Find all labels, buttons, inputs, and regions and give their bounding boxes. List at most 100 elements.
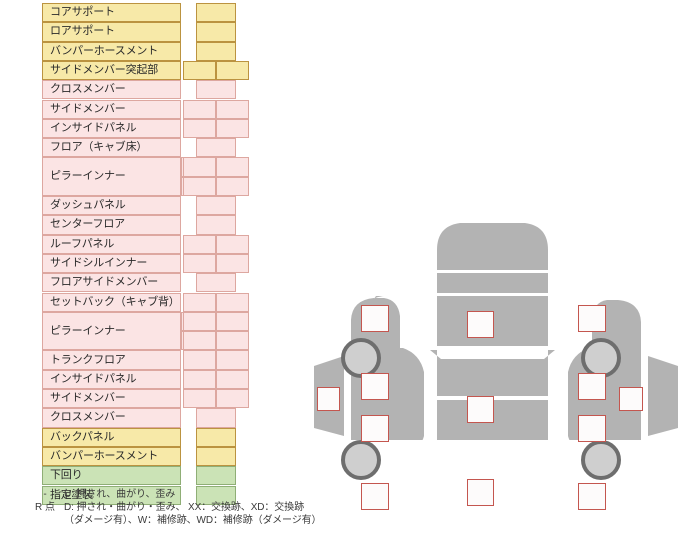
parts-row-label: センターフロア [50, 218, 125, 231]
damage-grid-cell[interactable] [216, 157, 249, 177]
damage-grid-cell[interactable] [183, 292, 216, 312]
parts-row-label: バンパーホースメント [50, 44, 158, 57]
parts-row-label: ピラーインナー [50, 170, 126, 183]
marker-top-front[interactable] [467, 311, 494, 338]
marker-top-center[interactable] [467, 396, 494, 423]
damage-grid-cell[interactable] [216, 292, 249, 312]
parts-row-label: サイドメンバー [50, 102, 126, 115]
parts-row: サイドメンバー [42, 99, 181, 119]
damage-grid-cell[interactable] [183, 389, 216, 409]
right-body-fill2 [568, 406, 641, 412]
damage-grid-cell[interactable] [196, 427, 236, 447]
damage-grid-cell[interactable] [183, 331, 216, 351]
parts-row-label: バックパネル [50, 430, 115, 443]
damage-grid-cell[interactable] [196, 138, 236, 158]
right-front-fender-panel [648, 356, 678, 436]
parts-row-label: コアサポート [50, 6, 115, 19]
damage-grid-cell[interactable] [183, 253, 216, 274]
parts-row-label: ピラーインナー [50, 324, 126, 337]
damage-grid-cell[interactable] [183, 369, 216, 389]
marker-left-fender[interactable] [317, 387, 340, 411]
marker-right-fender[interactable] [619, 387, 643, 411]
damage-grid-cell[interactable] [196, 22, 236, 42]
damage-grid-cell[interactable] [183, 176, 216, 196]
damage-grid-cell[interactable] [183, 157, 216, 177]
parts-row-label: ルーフパネル [50, 237, 115, 250]
damage-grid-cell[interactable] [216, 118, 249, 139]
damage-grid-cell[interactable] [196, 485, 236, 505]
legend-key-dash: - [43, 489, 47, 500]
parts-row: サイドシルインナー [42, 253, 181, 274]
damage-grid-cell[interactable] [196, 273, 236, 293]
damage-grid-cell[interactable] [196, 196, 236, 216]
damage-grid-cell[interactable] [216, 389, 249, 409]
damage-grid-cell[interactable] [216, 331, 249, 351]
marker-left-roof[interactable] [361, 305, 389, 332]
legend-text-u: U: 押され、曲がり、歪み [64, 489, 176, 500]
parts-row: ダッシュパネル [42, 196, 181, 216]
damage-grid-cell[interactable] [216, 369, 249, 389]
marker-left-door-lower[interactable] [361, 415, 389, 442]
marker-right-door-lower[interactable] [578, 415, 606, 442]
damage-grid-cell[interactable] [196, 215, 236, 235]
parts-row: セットバック（キャブ背） [42, 292, 181, 312]
marker-right-roof[interactable] [578, 305, 606, 332]
marker-right-rear-quarter[interactable] [578, 483, 606, 510]
legend-row-cont: （ダメージ有）、W：補修跡、WD：補修跡（ダメージ有） [26, 515, 426, 527]
parts-row: トランクフロア [42, 350, 181, 370]
left-rear-wheel [341, 440, 381, 480]
top-hood [437, 223, 548, 270]
damage-grid-cell[interactable] [196, 446, 236, 467]
damage-grid-cell[interactable] [216, 176, 249, 196]
parts-table: コアサポート ロアサポート バンパーホースメント サイドメンバー突起部 クロスメンバーサ… [42, 3, 250, 505]
damage-grid-cell[interactable] [183, 234, 216, 254]
damage-grid-cell[interactable] [183, 350, 216, 370]
damage-grid-cell[interactable] [216, 99, 249, 119]
legend-key-r-point: R 点 [35, 502, 55, 513]
marker-top-rear[interactable] [467, 479, 494, 506]
left-body-fill2 [351, 406, 424, 412]
parts-row: 指定塗装 [42, 485, 181, 505]
parts-row: バンパーホースメント [42, 41, 181, 61]
parts-row-label: セットバック（キャブ背） [50, 295, 180, 308]
parts-row-label: ダッシュパネル [50, 199, 126, 212]
parts-row: インサイドパネル [42, 118, 181, 139]
damage-grid-cell[interactable] [196, 408, 236, 428]
parts-row: バンパーホースメント [42, 446, 181, 467]
parts-row: センターフロア [42, 215, 181, 235]
damage-grid-cell[interactable] [216, 311, 249, 332]
marker-right-door-upper[interactable] [578, 373, 606, 400]
marker-left-door-upper[interactable] [361, 373, 389, 400]
parts-row: サイドメンバー突起部 [42, 60, 181, 81]
damage-grid-cell[interactable] [196, 3, 236, 23]
damage-grid-cell[interactable] [196, 80, 236, 100]
parts-row-label: サイドメンバー [50, 392, 126, 405]
parts-row-label: サイドシルインナー [50, 257, 148, 270]
damage-grid-cell[interactable] [196, 466, 236, 486]
legend-text-continued: （ダメージ有）、W：補修跡、WD：補修跡（ダメージ有） [64, 515, 322, 526]
parts-row-label: フロアサイドメンバー [50, 276, 158, 289]
vehicle-damage-diagram [300, 110, 692, 523]
damage-grid-cell[interactable] [216, 350, 249, 370]
parts-row-label: バンパーホースメント [50, 450, 158, 463]
damage-grid-cell[interactable] [216, 253, 249, 274]
damage-grid-cell[interactable] [216, 234, 249, 254]
parts-row: コアサポート [42, 3, 181, 23]
parts-row-label: インサイドパネル [50, 121, 137, 134]
parts-row: ピラーインナー [42, 311, 181, 351]
marker-left-rear-quarter[interactable] [361, 483, 389, 510]
damage-grid-cell[interactable] [196, 41, 236, 61]
damage-grid-cell[interactable] [183, 99, 216, 119]
parts-row-label: フロア（キャブ床） [50, 141, 148, 154]
damage-grid-cell[interactable] [183, 311, 216, 332]
damage-grid-cell[interactable] [183, 118, 216, 139]
parts-row: フロア（キャブ床） [42, 138, 181, 158]
damage-grid-cell[interactable] [183, 60, 216, 81]
damage-grid-cell[interactable] [216, 60, 249, 81]
left-front-wheel [341, 338, 381, 378]
top-cowl [437, 273, 548, 293]
parts-row: クロスメンバー [42, 408, 181, 428]
legend-text-d: D: 押され・曲がり・歪み、 XX：交換跡、XD：交換跡 [64, 502, 304, 513]
legend-row-u: - U: 押され、曲がり、歪み [26, 489, 426, 501]
